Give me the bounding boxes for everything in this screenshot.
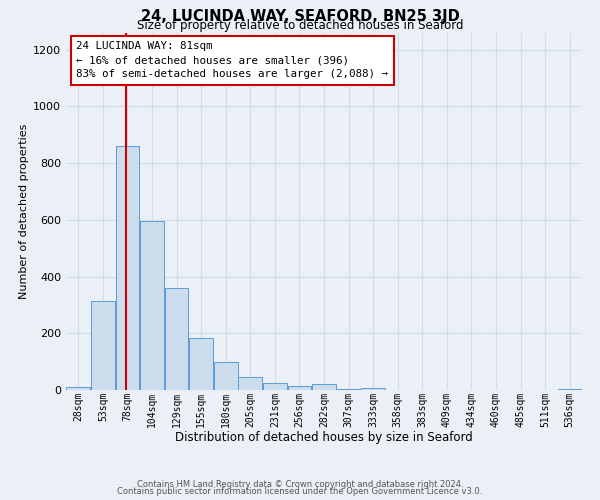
- Bar: [140, 221, 164, 390]
- Bar: [91, 300, 115, 390]
- Bar: [67, 387, 90, 390]
- Bar: [116, 146, 139, 390]
- Text: 24 LUCINDA WAY: 81sqm
← 16% of detached houses are smaller (396)
83% of semi-det: 24 LUCINDA WAY: 81sqm ← 16% of detached …: [76, 42, 388, 80]
- Bar: [312, 384, 336, 390]
- Bar: [263, 383, 287, 390]
- Bar: [189, 338, 213, 390]
- Bar: [214, 362, 238, 390]
- Y-axis label: Number of detached properties: Number of detached properties: [19, 124, 29, 299]
- Bar: [361, 388, 385, 390]
- Text: Contains public sector information licensed under the Open Government Licence v3: Contains public sector information licen…: [118, 487, 482, 496]
- Text: Size of property relative to detached houses in Seaford: Size of property relative to detached ho…: [137, 19, 463, 32]
- Bar: [164, 288, 188, 390]
- X-axis label: Distribution of detached houses by size in Seaford: Distribution of detached houses by size …: [175, 431, 473, 444]
- Text: Contains HM Land Registry data © Crown copyright and database right 2024.: Contains HM Land Registry data © Crown c…: [137, 480, 463, 489]
- Text: 24, LUCINDA WAY, SEAFORD, BN25 3JD: 24, LUCINDA WAY, SEAFORD, BN25 3JD: [140, 9, 460, 24]
- Bar: [238, 377, 262, 390]
- Bar: [287, 386, 311, 390]
